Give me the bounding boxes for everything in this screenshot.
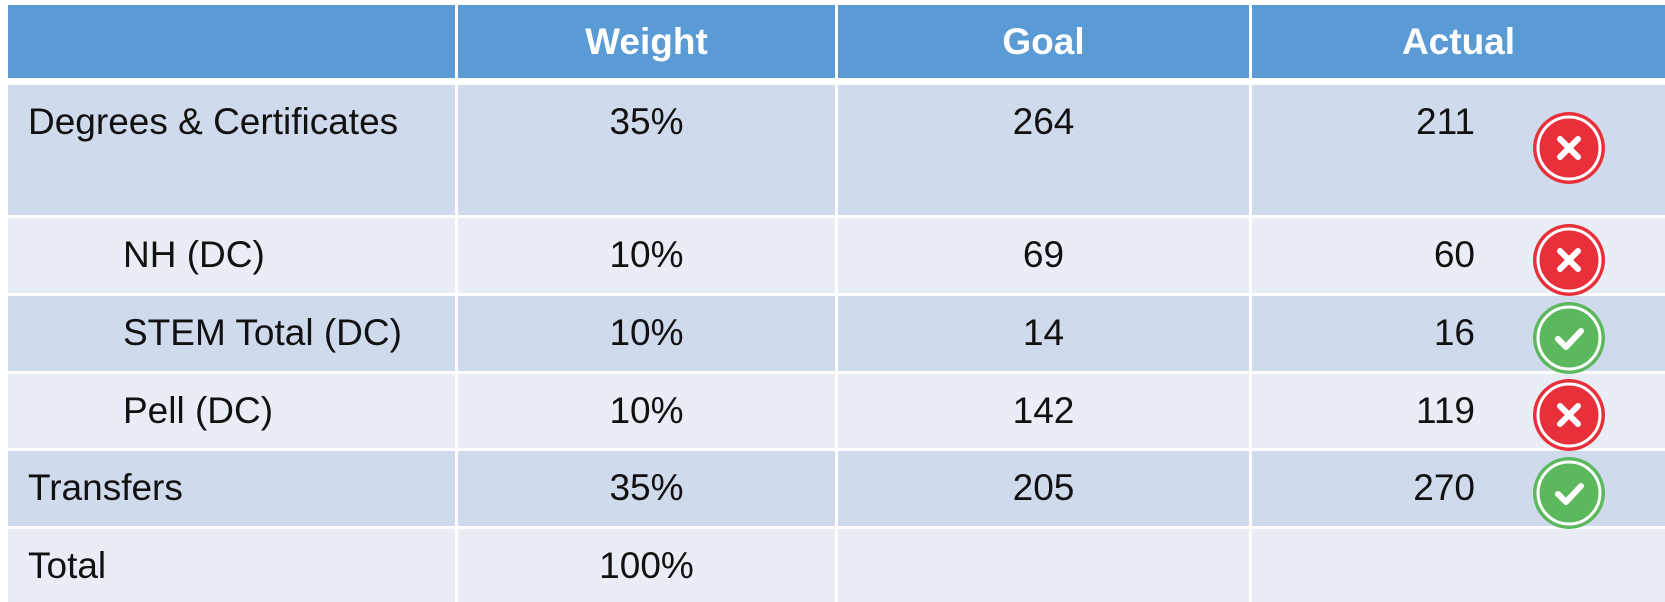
row-label: Transfers [8,451,455,526]
fail-icon [1533,223,1605,296]
fail-icon [1533,112,1605,184]
row-label: Total [8,529,455,602]
cell: 10% [458,296,835,371]
fail-icon [1533,379,1605,451]
row-label: NH (DC) [8,218,455,293]
header-cell [8,5,455,78]
cell: 264 [838,85,1249,215]
cell: 10% [458,374,835,448]
cell: 205 [838,451,1249,526]
row-label: Degrees & Certificates [8,85,455,215]
cell: 142 [838,374,1249,448]
cell [838,529,1249,602]
header-cell: Goal [838,5,1249,78]
pass-icon [1533,301,1605,374]
cell: 100% [458,529,835,602]
header-cell: Actual [1252,5,1665,78]
pass-icon [1533,456,1605,529]
cell [1252,529,1665,602]
cell: 35% [458,451,835,526]
row-label: STEM Total (DC) [8,296,455,371]
cell: 14 [838,296,1249,371]
header-cell: Weight [458,5,835,78]
cell: 35% [458,85,835,215]
cell: 10% [458,218,835,293]
row-label: Pell (DC) [8,374,455,448]
cell: 69 [838,218,1249,293]
